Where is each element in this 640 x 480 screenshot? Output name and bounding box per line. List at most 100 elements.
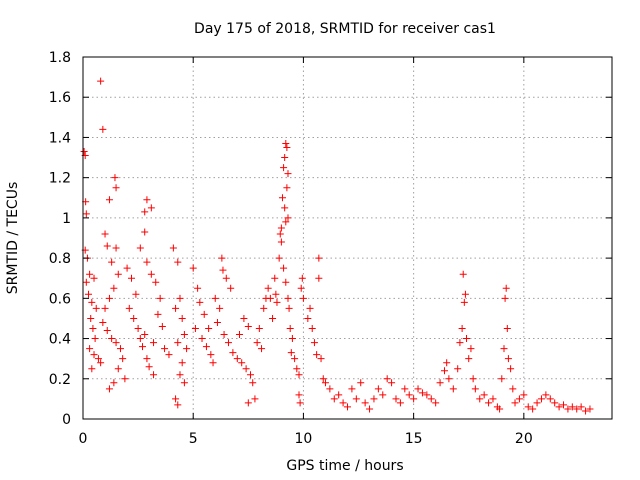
data-point xyxy=(91,335,99,343)
data-point xyxy=(189,264,197,272)
data-point xyxy=(546,395,554,403)
data-point xyxy=(87,314,95,322)
data-point xyxy=(174,339,182,347)
data-point xyxy=(277,224,285,232)
data-point xyxy=(388,379,396,387)
data-point xyxy=(502,284,510,292)
data-point xyxy=(284,170,292,178)
data-point xyxy=(176,371,184,379)
data-point xyxy=(249,379,257,387)
data-point xyxy=(174,258,182,266)
data-point xyxy=(330,395,338,403)
data-point xyxy=(427,395,435,403)
data-point xyxy=(227,284,235,292)
data-point xyxy=(103,242,111,250)
data-point xyxy=(280,164,288,172)
data-point xyxy=(143,196,151,204)
data-point xyxy=(414,385,422,393)
data-point xyxy=(97,77,105,85)
data-point xyxy=(244,399,252,407)
data-point xyxy=(90,351,98,359)
x-tick-labels: 0 5 10 15 20 xyxy=(79,431,533,447)
data-points xyxy=(80,77,594,415)
data-point xyxy=(308,325,316,332)
data-point xyxy=(555,403,563,411)
data-point xyxy=(150,371,158,379)
data-point xyxy=(89,325,97,332)
data-point xyxy=(500,345,508,353)
data-point xyxy=(299,294,307,302)
data-point xyxy=(396,399,404,407)
data-point xyxy=(156,294,164,302)
data-point xyxy=(220,331,228,339)
data-point xyxy=(283,144,291,151)
data-point xyxy=(288,335,296,343)
x-tick-label: 10 xyxy=(295,431,313,447)
data-point xyxy=(266,294,274,302)
data-point xyxy=(321,379,329,387)
data-point xyxy=(501,294,509,302)
data-point xyxy=(123,264,131,272)
data-point xyxy=(136,335,144,343)
data-point xyxy=(449,385,457,393)
data-point xyxy=(283,184,291,192)
data-point xyxy=(293,365,301,373)
data-point xyxy=(275,254,283,262)
data-point xyxy=(344,403,351,411)
data-point xyxy=(110,284,118,292)
data-point xyxy=(110,379,118,387)
data-point xyxy=(172,395,180,403)
data-point xyxy=(82,278,90,286)
y-tick-label: 1.8 xyxy=(49,50,71,66)
plot-frame xyxy=(82,56,613,420)
data-point xyxy=(86,270,94,278)
y-tick-label: 0 xyxy=(62,412,71,428)
data-point xyxy=(286,325,294,332)
data-point xyxy=(357,379,365,387)
y-tick-labels: 0 0.2 0.4 0.6 0.8 1 1.2 1.4 1.6 1.8 xyxy=(49,50,71,428)
data-point xyxy=(183,345,191,353)
data-point xyxy=(264,284,272,292)
data-point xyxy=(467,345,475,353)
data-point xyxy=(282,218,290,226)
data-point xyxy=(240,314,248,322)
data-point xyxy=(496,405,504,413)
data-point xyxy=(119,355,127,363)
y-tick-label: 1.4 xyxy=(49,130,71,146)
data-point xyxy=(542,391,550,399)
data-point xyxy=(114,270,122,278)
data-point xyxy=(139,343,147,351)
data-point xyxy=(105,294,113,302)
data-point xyxy=(99,125,107,133)
data-point xyxy=(114,365,122,373)
data-point xyxy=(520,391,528,399)
data-point xyxy=(141,331,149,339)
data-point xyxy=(291,355,299,363)
data-point xyxy=(145,363,153,371)
data-point xyxy=(272,290,280,298)
data-point xyxy=(507,365,515,373)
data-point xyxy=(480,391,488,399)
data-point xyxy=(134,325,142,332)
data-point xyxy=(196,298,204,306)
data-point xyxy=(459,270,467,278)
data-point xyxy=(282,278,290,286)
data-point xyxy=(352,395,360,403)
data-point xyxy=(269,314,277,322)
data-point xyxy=(141,208,149,216)
data-point xyxy=(509,385,517,393)
data-point xyxy=(80,148,88,156)
data-point xyxy=(143,355,151,363)
data-point xyxy=(143,258,151,266)
data-point xyxy=(454,365,462,373)
data-point xyxy=(127,274,135,282)
data-point xyxy=(551,399,559,407)
data-point xyxy=(582,407,590,415)
data-point xyxy=(285,304,293,312)
data-point xyxy=(440,367,448,375)
data-point xyxy=(200,310,208,318)
x-tick-label: 0 xyxy=(79,431,88,447)
grid xyxy=(82,56,612,420)
data-point xyxy=(529,405,537,413)
